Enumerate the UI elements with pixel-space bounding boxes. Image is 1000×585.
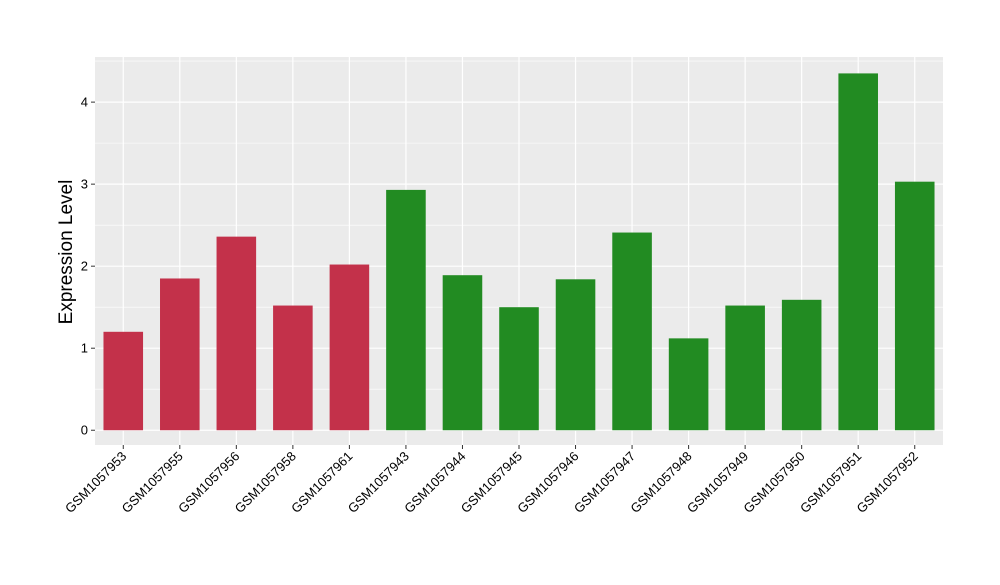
bar-GSM1057951	[838, 73, 878, 431]
y-tick-label: 3	[81, 177, 88, 192]
bar-GSM1057945	[499, 307, 539, 431]
y-axis-title: Expression Level	[56, 180, 77, 325]
bar-GSM1057961	[329, 264, 370, 431]
y-tick-label: 0	[81, 423, 88, 438]
bars	[103, 73, 935, 431]
y-tick-label: 2	[81, 259, 88, 274]
bar-GSM1057953	[103, 331, 144, 431]
bar-GSM1057948	[668, 338, 709, 431]
bar-GSM1057947	[612, 232, 652, 431]
bar-GSM1057949	[725, 305, 765, 431]
bar-GSM1057944	[442, 275, 483, 431]
bar-GSM1057956	[216, 236, 257, 431]
bar-GSM1057946	[555, 279, 596, 431]
bar-GSM1057950	[781, 299, 822, 431]
y-tick-label: 4	[81, 95, 88, 110]
bar-GSM1057958	[273, 305, 313, 431]
bar-GSM1057952	[894, 181, 935, 431]
bar-GSM1057955	[160, 278, 200, 431]
x-axis: GSM1057953GSM1057955GSM1057956GSM1057958…	[62, 445, 921, 516]
y-tick-label: 1	[81, 341, 88, 356]
bar-GSM1057943	[386, 189, 426, 431]
y-axis: 0 1 2 3 4	[81, 95, 95, 438]
